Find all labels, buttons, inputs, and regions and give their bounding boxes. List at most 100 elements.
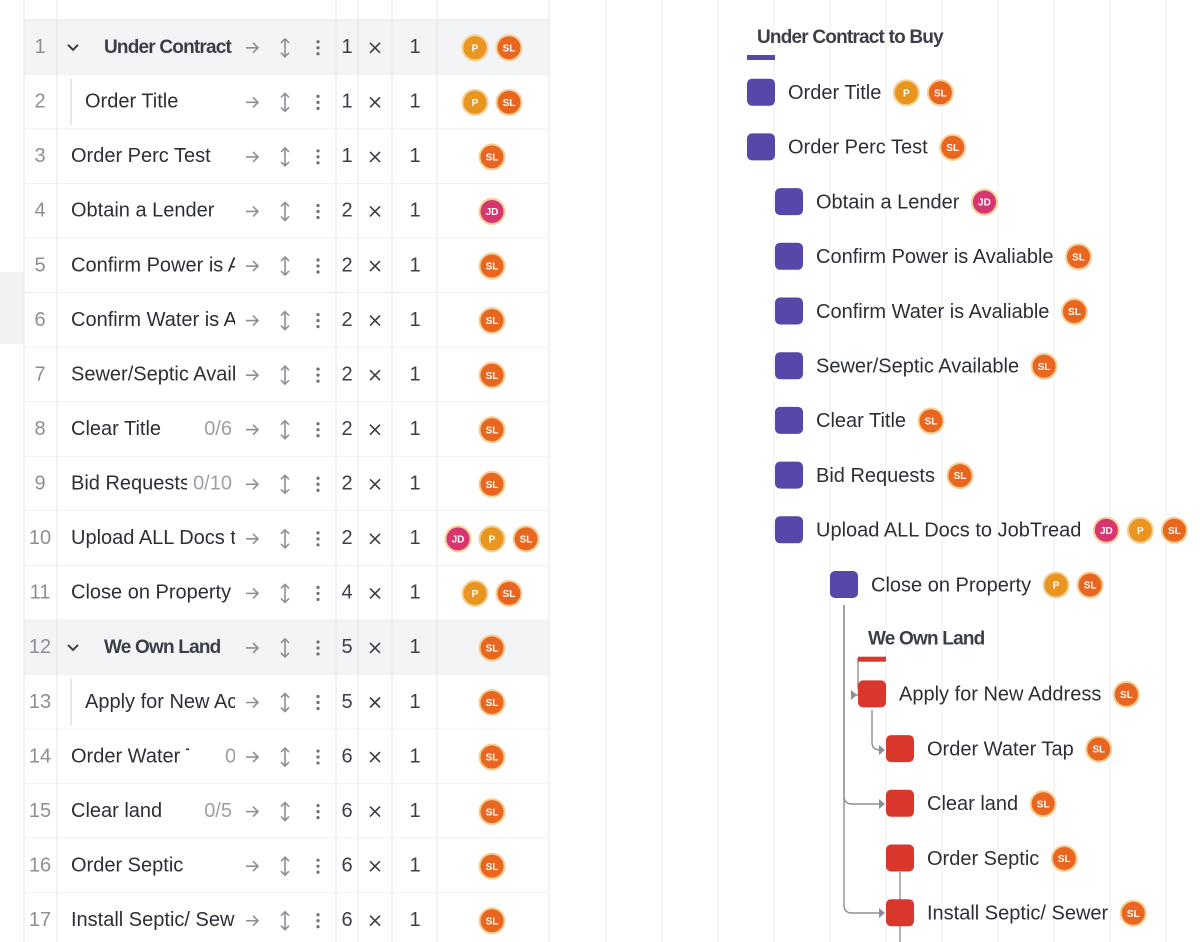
gantt-task[interactable]: Order Water Tap SL xyxy=(886,735,1113,763)
arrow-icon[interactable] xyxy=(246,205,260,218)
avatar[interactable]: SL xyxy=(1030,352,1058,380)
gantt-task[interactable]: Clear Title SL xyxy=(775,406,945,435)
avatar[interactable]: SL xyxy=(1112,680,1140,708)
menu-dot[interactable] xyxy=(316,209,320,214)
table-row[interactable]: 11 Close on Property 4 1 P SL xyxy=(24,565,549,621)
arrow-icon[interactable] xyxy=(246,696,260,709)
table-row[interactable]: 15 Clear land 0/5 6 1 SL xyxy=(24,783,549,839)
menu-dot[interactable] xyxy=(316,700,320,705)
gantt-task[interactable]: Apply for New Address SL xyxy=(858,680,1140,708)
avatar[interactable]: P xyxy=(478,525,506,553)
move-icon[interactable] xyxy=(280,146,290,168)
menu-dot[interactable] xyxy=(316,52,320,56)
menu-dot[interactable] xyxy=(316,640,320,644)
table-row[interactable]: 14 Order Water Tap 0 6 1 SL xyxy=(24,729,549,785)
menu-dot[interactable] xyxy=(316,367,320,371)
avatar[interactable]: SL xyxy=(478,634,506,662)
avatar[interactable]: SL xyxy=(478,361,506,389)
avatar[interactable]: JD xyxy=(444,525,472,553)
menu-dot[interactable] xyxy=(316,324,320,329)
menu-dot[interactable] xyxy=(316,919,320,923)
collapse-chevron[interactable] xyxy=(67,644,79,652)
avatar[interactable]: SL xyxy=(1065,243,1093,271)
table-row[interactable]: 9 Bid Requests 0/10 2 1 SL xyxy=(24,456,549,512)
menu-dot[interactable] xyxy=(316,161,320,165)
avatar[interactable]: P xyxy=(892,79,920,107)
arrow-icon[interactable] xyxy=(246,806,260,818)
menu-dot[interactable] xyxy=(316,585,320,589)
arrow-icon[interactable] xyxy=(246,369,260,381)
move-icon[interactable] xyxy=(280,856,290,877)
move-icon[interactable] xyxy=(280,801,290,822)
table-row[interactable]: 16 Order Septic 6 1 SL xyxy=(24,838,549,894)
menu-dot[interactable] xyxy=(316,816,320,820)
menu-dot[interactable] xyxy=(316,373,320,377)
table-row[interactable]: 5 Confirm Power is A 2 1 SL xyxy=(24,238,549,294)
avatar[interactable]: SL xyxy=(1160,516,1188,544)
menu-dot[interactable] xyxy=(316,215,320,220)
avatar[interactable]: SL xyxy=(926,79,954,107)
menu-dot[interactable] xyxy=(316,46,320,50)
avatar[interactable]: SL xyxy=(917,407,945,435)
move-icon[interactable] xyxy=(280,746,290,768)
menu-dot[interactable] xyxy=(316,106,320,110)
gantt-task[interactable]: Install Septic/ Sewer SL xyxy=(886,899,1147,927)
table-row[interactable]: 2 Order Title 1 1 P SL xyxy=(24,74,549,130)
menu-dot[interactable] xyxy=(316,434,320,438)
menu-dot[interactable] xyxy=(316,531,320,535)
table-row[interactable]: 17 Install Septic/ Sew 6 1 SL xyxy=(24,892,549,942)
menu-dot[interactable] xyxy=(316,379,320,383)
avatar[interactable]: SL xyxy=(495,88,523,116)
menu-dot[interactable] xyxy=(316,652,320,656)
arrow-icon[interactable] xyxy=(246,642,260,654)
arrow-icon[interactable] xyxy=(246,151,260,163)
avatar[interactable]: SL xyxy=(495,579,523,607)
move-icon[interactable] xyxy=(280,692,290,713)
menu-dot[interactable] xyxy=(316,476,320,480)
menu-dot[interactable] xyxy=(316,591,320,595)
avatar[interactable]: SL xyxy=(478,852,506,880)
menu-dot[interactable] xyxy=(316,864,320,868)
move-icon[interactable] xyxy=(280,310,290,331)
arrow-icon[interactable] xyxy=(246,260,260,272)
gantt-task[interactable]: Order Perc Test SL xyxy=(747,133,967,161)
menu-dot[interactable] xyxy=(316,858,320,862)
gantt-task[interactable]: Order Title P SL xyxy=(747,78,954,107)
table-row[interactable]: 7 Sewer/Septic Avail 2 1 SL xyxy=(24,347,549,403)
avatar[interactable]: SL xyxy=(478,743,506,771)
menu-dot[interactable] xyxy=(316,270,320,274)
avatar[interactable]: P xyxy=(461,579,489,607)
move-icon[interactable] xyxy=(280,583,290,604)
arrow-icon[interactable] xyxy=(246,42,260,54)
gantt-task[interactable]: Order Septic SL xyxy=(886,844,1078,872)
arrow-icon[interactable] xyxy=(246,915,260,927)
gantt-task[interactable]: Clear land SL xyxy=(886,789,1057,818)
avatar[interactable]: SL xyxy=(478,143,506,171)
menu-dot[interactable] xyxy=(316,40,320,44)
menu-dot[interactable] xyxy=(316,100,320,104)
avatar[interactable]: SL xyxy=(1060,298,1088,325)
table-row[interactable]: 6 Confirm Water is A 2 1 SL xyxy=(24,292,549,348)
avatar[interactable]: SL xyxy=(1119,899,1147,927)
gantt-task[interactable]: Bid Requests SL xyxy=(775,461,974,490)
avatar[interactable]: SL xyxy=(478,907,506,935)
move-icon[interactable] xyxy=(280,365,290,386)
gantt-task[interactable]: Confirm Power is Avaliable SL xyxy=(775,242,1093,271)
avatar[interactable]: JD xyxy=(478,197,506,225)
avatar[interactable]: SL xyxy=(478,252,506,280)
menu-dot[interactable] xyxy=(316,597,320,601)
move-icon[interactable] xyxy=(280,419,290,440)
table-row[interactable]: 4 Obtain a Lender 2 1 JD xyxy=(24,183,549,239)
avatar[interactable]: P xyxy=(1042,571,1070,599)
gantt-task[interactable]: Upload ALL Docs to JobTread JD P SL xyxy=(775,516,1188,544)
menu-dot[interactable] xyxy=(316,761,320,765)
arrow-icon[interactable] xyxy=(246,751,260,763)
arrow-icon[interactable] xyxy=(246,96,260,108)
avatar[interactable]: SL xyxy=(1029,790,1057,818)
avatar[interactable]: SL xyxy=(478,798,506,826)
move-icon[interactable] xyxy=(280,201,290,222)
avatar[interactable]: SL xyxy=(495,34,523,62)
menu-dot[interactable] xyxy=(316,537,320,541)
arrow-icon[interactable] xyxy=(246,315,260,327)
table-row[interactable]: 8 Clear Title 0/6 2 1 SL xyxy=(24,401,549,457)
